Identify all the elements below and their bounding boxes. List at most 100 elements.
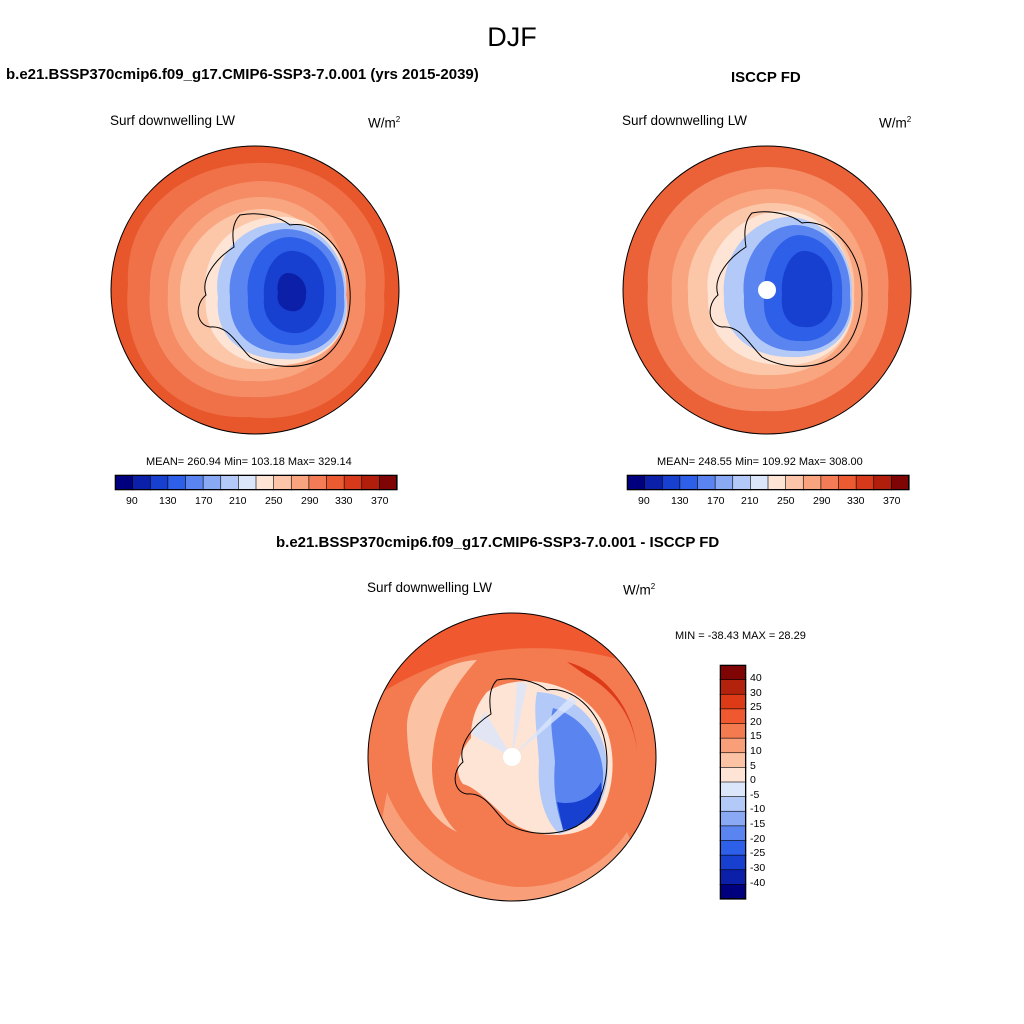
diff-colorbar-tick: 25 — [750, 701, 762, 713]
diff-colorbar-tick: -40 — [750, 877, 766, 889]
obs-colorbar-swatch — [820, 474, 840, 491]
obs-colorbar-swatch — [838, 474, 857, 491]
diff-colorbar-tick: 30 — [750, 687, 762, 699]
model-stats: MEAN= 260.94 Min= 103.18 Max= 329.14 — [146, 456, 352, 468]
model-colorbar-swatch — [149, 474, 169, 491]
model-colorbar-tick: 90 — [126, 495, 138, 507]
diff-colorbar-swatch — [719, 810, 747, 827]
diff-colorbar-swatch — [719, 840, 747, 856]
diff-units-label: W/m2 — [623, 582, 656, 598]
obs-colorbar-tick: 250 — [777, 495, 795, 507]
obs-colorbar-swatch — [750, 474, 769, 491]
obs-colorbar-swatch — [785, 474, 804, 491]
model-colorbar-tick: 330 — [335, 495, 353, 507]
diff-polar-map — [367, 612, 657, 902]
diff-colorbar-swatch — [719, 796, 747, 812]
diff-colorbar-swatch — [719, 869, 747, 885]
diff-colorbar-swatch — [719, 708, 747, 725]
diff-colorbar-tick: -15 — [750, 818, 766, 830]
model-colorbar-tick: 250 — [265, 495, 283, 507]
obs-colorbar-tick: 330 — [847, 495, 865, 507]
diff-colorbar-swatch — [719, 693, 747, 710]
diff-colorbar-tick: -30 — [750, 862, 766, 874]
obs-colorbar-swatch — [873, 474, 892, 491]
obs-colorbar-swatch — [891, 474, 910, 491]
model-polar-map — [110, 145, 400, 435]
obs-colorbar-swatch — [855, 474, 875, 491]
obs-colorbar — [626, 474, 910, 491]
model-colorbar-swatch — [326, 474, 345, 491]
model-colorbar-tick: 370 — [371, 495, 389, 507]
diff-colorbar-swatch — [719, 767, 747, 783]
model-colorbar-swatch — [185, 474, 204, 491]
diff-colorbar-swatch — [719, 723, 747, 739]
diff-colorbar-swatch — [719, 737, 747, 754]
model-variable-label: Surf downwelling LW — [110, 113, 236, 128]
model-colorbar-swatch — [220, 474, 239, 491]
obs-stats: MEAN= 248.55 Min= 109.92 Max= 308.00 — [657, 456, 863, 468]
model-colorbar-tick: 290 — [301, 495, 319, 507]
obs-colorbar-swatch — [661, 474, 681, 491]
model-colorbar-swatch — [114, 474, 134, 491]
diff-colorbar-tick: 0 — [750, 774, 756, 786]
diff-colorbar-swatch — [719, 854, 747, 871]
obs-colorbar-swatch — [644, 474, 663, 491]
obs-colorbar-swatch — [626, 474, 646, 491]
obs-variable-label: Surf downwelling LW — [622, 113, 748, 128]
obs-panel-title: ISCCP FD — [731, 69, 801, 86]
diff-colorbar-swatch — [719, 781, 747, 798]
model-colorbar-swatch — [167, 474, 187, 491]
model-panel-title: b.e21.BSSP370cmip6.f09_g17.CMIP6-SSP3-7.… — [6, 66, 479, 83]
diff-colorbar-tick: 20 — [750, 716, 762, 728]
obs-colorbar-tick: 130 — [671, 495, 689, 507]
obs-colorbar-swatch — [767, 474, 787, 491]
model-colorbar-ticks: 90 130 170 210 250 290 330 370 — [115, 495, 397, 509]
diff-colorbar-swatch — [719, 825, 747, 842]
season-title: DJF — [487, 22, 537, 52]
obs-colorbar-tick: 210 — [741, 495, 759, 507]
obs-colorbar-swatch — [714, 474, 734, 491]
obs-colorbar-tick: 370 — [883, 495, 901, 507]
model-units-label: W/m2 — [368, 115, 401, 131]
diff-variable-label: Surf downwelling LW — [367, 580, 493, 595]
diff-colorbar-ticks: 40 30 25 20 15 10 5 0 -5 -10 -15 -20 -25… — [750, 672, 790, 898]
model-colorbar-swatch — [290, 474, 310, 491]
model-colorbar-swatch — [132, 474, 151, 491]
diff-colorbar-tick: 10 — [750, 745, 762, 757]
model-colorbar-swatch — [238, 474, 257, 491]
diff-colorbar-tick: -25 — [750, 847, 766, 859]
diff-panel-title: b.e21.BSSP370cmip6.f09_g17.CMIP6-SSP3-7.… — [276, 534, 720, 551]
diff-stats: MIN = -38.43 MAX = 28.29 — [675, 630, 806, 642]
diff-colorbar-tick: -10 — [750, 803, 766, 815]
diff-colorbar — [719, 664, 747, 900]
obs-colorbar-swatch — [697, 474, 716, 491]
model-colorbar-swatch — [379, 474, 398, 491]
diff-colorbar-tick: 40 — [750, 672, 762, 684]
obs-colorbar-ticks: 90 130 170 210 250 290 330 370 — [627, 495, 909, 509]
model-colorbar-swatch — [308, 474, 328, 491]
model-colorbar-swatch — [343, 474, 363, 491]
obs-polar-map — [622, 145, 912, 435]
obs-colorbar-swatch — [732, 474, 751, 491]
diff-colorbar-swatch — [719, 752, 747, 768]
obs-colorbar-swatch — [802, 474, 822, 491]
obs-colorbar-tick: 170 — [707, 495, 725, 507]
model-colorbar-tick: 210 — [229, 495, 247, 507]
model-colorbar-swatch — [202, 474, 222, 491]
diff-colorbar-swatch — [719, 679, 747, 695]
obs-colorbar-swatch — [679, 474, 699, 491]
diff-colorbar-swatch — [719, 664, 747, 681]
obs-colorbar-tick: 290 — [813, 495, 831, 507]
model-colorbar — [114, 474, 398, 491]
model-colorbar-swatch — [361, 474, 380, 491]
model-colorbar-swatch — [273, 474, 292, 491]
model-colorbar-tick: 170 — [195, 495, 213, 507]
obs-units-label: W/m2 — [879, 115, 912, 131]
diff-colorbar-tick: -20 — [750, 833, 766, 845]
obs-colorbar-tick: 90 — [638, 495, 650, 507]
diff-colorbar-tick: 15 — [750, 730, 762, 742]
diff-colorbar-tick: 5 — [750, 760, 756, 772]
diff-colorbar-tick: -5 — [750, 789, 760, 801]
model-colorbar-swatch — [255, 474, 275, 491]
model-colorbar-tick: 130 — [159, 495, 177, 507]
